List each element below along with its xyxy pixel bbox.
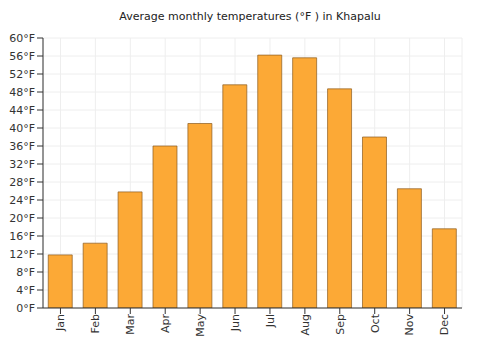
svg-text:Oct: Oct <box>369 313 382 333</box>
svg-text:52°F: 52°F <box>9 68 35 81</box>
svg-text:Sep: Sep <box>334 314 347 335</box>
svg-text:24°F: 24°F <box>9 194 35 207</box>
svg-text:44°F: 44°F <box>9 104 35 117</box>
svg-text:Dec: Dec <box>438 314 451 335</box>
svg-text:32°F: 32°F <box>9 158 35 171</box>
svg-text:48°F: 48°F <box>9 86 35 99</box>
svg-text:28°F: 28°F <box>9 176 35 189</box>
svg-text:0°F: 0°F <box>16 302 35 315</box>
svg-text:16°F: 16°F <box>9 230 35 243</box>
svg-text:12°F: 12°F <box>9 248 35 261</box>
html-text:Average monthly temperatures (: Average monthly temperatures (°F ) in Kh… <box>119 10 381 23</box>
svg-text:60°F: 60°F <box>9 32 35 45</box>
svg-text:Mar: Mar <box>124 314 137 335</box>
svg-text:Jul: Jul <box>264 314 277 328</box>
svg-text:36°F: 36°F <box>9 140 35 153</box>
svg-text:4°F: 4°F <box>16 284 35 297</box>
svg-text:Jun: Jun <box>229 314 242 332</box>
svg-text:40°F: 40°F <box>9 122 35 135</box>
svg-text:20°F: 20°F <box>9 212 35 225</box>
svg-text:56°F: 56°F <box>9 50 35 63</box>
svg-text:8°F: 8°F <box>16 266 35 279</box>
svg-text:Aug: Aug <box>299 314 312 335</box>
svg-text:Apr: Apr <box>159 314 172 334</box>
svg-text:Jan: Jan <box>54 314 67 332</box>
svg-text:Feb: Feb <box>89 314 102 333</box>
svg-text:May: May <box>194 314 207 337</box>
svg-text:Nov: Nov <box>403 314 416 336</box>
